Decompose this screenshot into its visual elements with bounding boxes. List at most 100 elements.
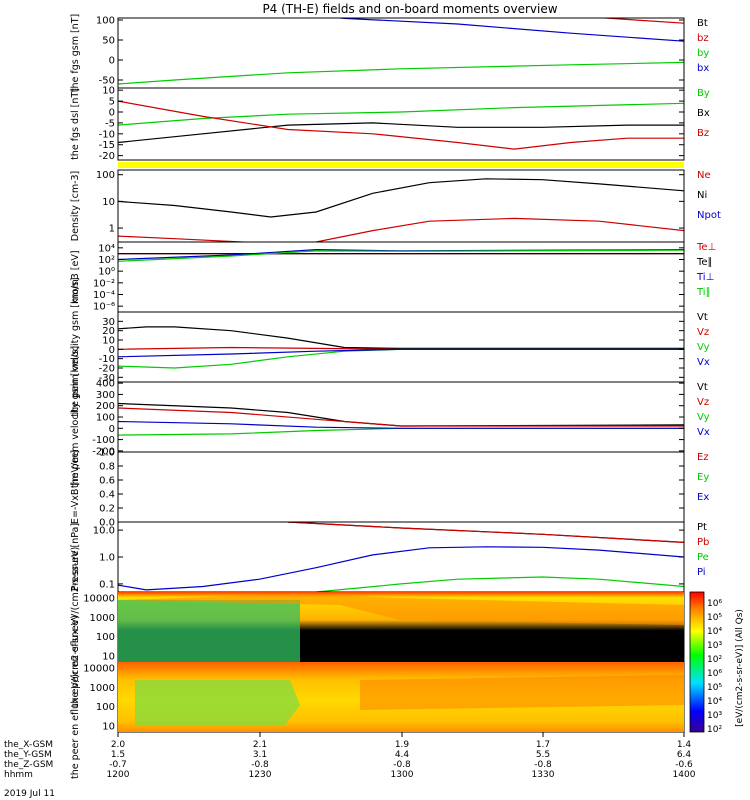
series-line-ni [118,178,684,218]
legend-pb: Pb [697,537,709,548]
legend-vz: Vz [697,397,709,408]
colorbar-label: [eV/(cm2-s-sr-eV)] (All Qs) [735,609,745,727]
colorbar-tick-label: 10² [707,725,722,735]
colorbar-tick-label: 10² [707,655,722,665]
y-tick-label: 10⁰ [98,267,115,278]
y-tick-label: 10⁻⁶ [93,302,115,313]
y-tick-label: 0 [109,345,115,356]
y-tick-label: 10 [102,652,115,663]
y-tick-label: 10 [102,722,115,733]
y-tick-label: 20 [102,326,115,337]
y-tick-label: 0 [109,424,115,435]
panel-7-frame [117,451,685,523]
y-axis-label: E=-VxB [mV/m] [70,450,81,524]
legend-te: Te∥ [696,257,713,268]
legend-by: By [697,88,710,99]
series-line-vt [118,326,684,349]
colorbar-tick-label: 10⁴ [707,627,722,637]
legend-vx: Vx [697,357,710,368]
legend-pe: Pe [697,552,709,563]
y-tick-label: -15 [99,140,115,151]
y-tick-label: 0.2 [99,504,115,515]
y-axis-label: the fgs dsl [nT] [70,88,81,160]
y-tick-label: 10000 [83,663,115,674]
y-tick-label: 1000 [90,613,115,624]
y-tick-label: 0.1 [99,579,115,590]
y-tick-label: 1000 [90,683,115,694]
series-line-pi [118,546,684,591]
y-tick-label: -20 [99,364,115,375]
electron-low-energy-green [135,680,300,725]
colorbar-tick-label: 10³ [707,641,722,651]
y-tick-label: 400 [96,379,115,390]
y-axis-label: the fgs gsm [nT] [70,14,81,92]
y-tick-label: 10⁻⁴ [93,290,115,301]
y-tick-label: 1.0 [99,448,115,459]
y-tick-label: 100 [96,170,115,181]
panel-1-frame [117,17,685,89]
y-tick-label: 100 [96,702,115,713]
colorbar-tick-label: 10⁶ [707,599,722,609]
series-line-vz [118,407,684,427]
ephemeris-value: 1200 [107,770,130,780]
series-line-ti [118,249,684,262]
y-tick-label: 100 [96,16,115,27]
series-line-bz [596,18,684,24]
y-tick-label: 10⁴ [98,243,115,254]
y-tick-label: 10⁻² [93,278,115,289]
y-tick-label: -10 [99,129,115,140]
legend-ti: Ti⊥ [696,272,714,283]
y-tick-label: 1 [109,224,115,235]
figure-title: P4 (TH-E) fields and on-board moments ov… [262,2,557,16]
panel-6-frame [117,381,685,453]
legend-by: by [697,48,709,59]
legend-bx: bx [697,63,709,74]
series-line-ne [118,217,684,242]
y-tick-label: 10 [102,86,115,97]
y-tick-label: 300 [96,390,115,401]
y-tick-label: 1.0 [99,553,115,564]
ephemeris-value: 1.4 [677,740,692,750]
electron-spectrogram [118,662,684,732]
legend-vt: Vt [697,312,708,323]
panel-1-series [118,18,684,85]
y-tick-label: 0.8 [99,462,115,473]
ephemeris-value: -0.8 [251,760,269,770]
y-tick-label: 50 [102,36,115,47]
y-axis-label: the peim velocity gsm [km/s] [70,277,81,416]
series-line-vx [118,420,684,429]
legend-vt: Vt [697,382,708,393]
y-tick-label: 100 [96,632,115,643]
ephemeris-value: 1230 [249,770,272,780]
panel-5-series [118,326,684,369]
ephemeris-value: -0.8 [534,760,552,770]
panel-2-frame [117,87,685,161]
panel-6-series [118,402,684,436]
y-tick-label: 10 [102,336,115,347]
legend-ey: Ey [697,472,709,483]
panel-3-frame [117,169,685,243]
legend-te: Te⊥ [696,242,716,253]
y-tick-label: -30 [99,373,115,384]
ion-low-energy-green [118,600,300,662]
legend-vy: Vy [697,342,710,353]
y-tick-label: 0.0 [99,518,115,529]
ephemeris-value: 2.0 [111,740,126,750]
ephemeris-value: 3.1 [253,750,267,760]
date-label: 2019 Jul 11 [4,789,55,799]
series-line-pe [296,576,684,592]
panel-8-frame [117,521,685,593]
y-tick-label: 10000 [83,593,115,604]
panel-2-series [118,100,684,150]
legend-bt: Bt [697,18,708,29]
y-tick-label: 0.6 [99,476,115,487]
colorbar-tick-label: 10⁵ [707,683,722,693]
y-axis-label: the peer en eflux eV/(cm2-s-sr-eV) [70,615,81,779]
series-line-bx [334,18,684,42]
ephemeris-value: 4.4 [395,750,410,760]
